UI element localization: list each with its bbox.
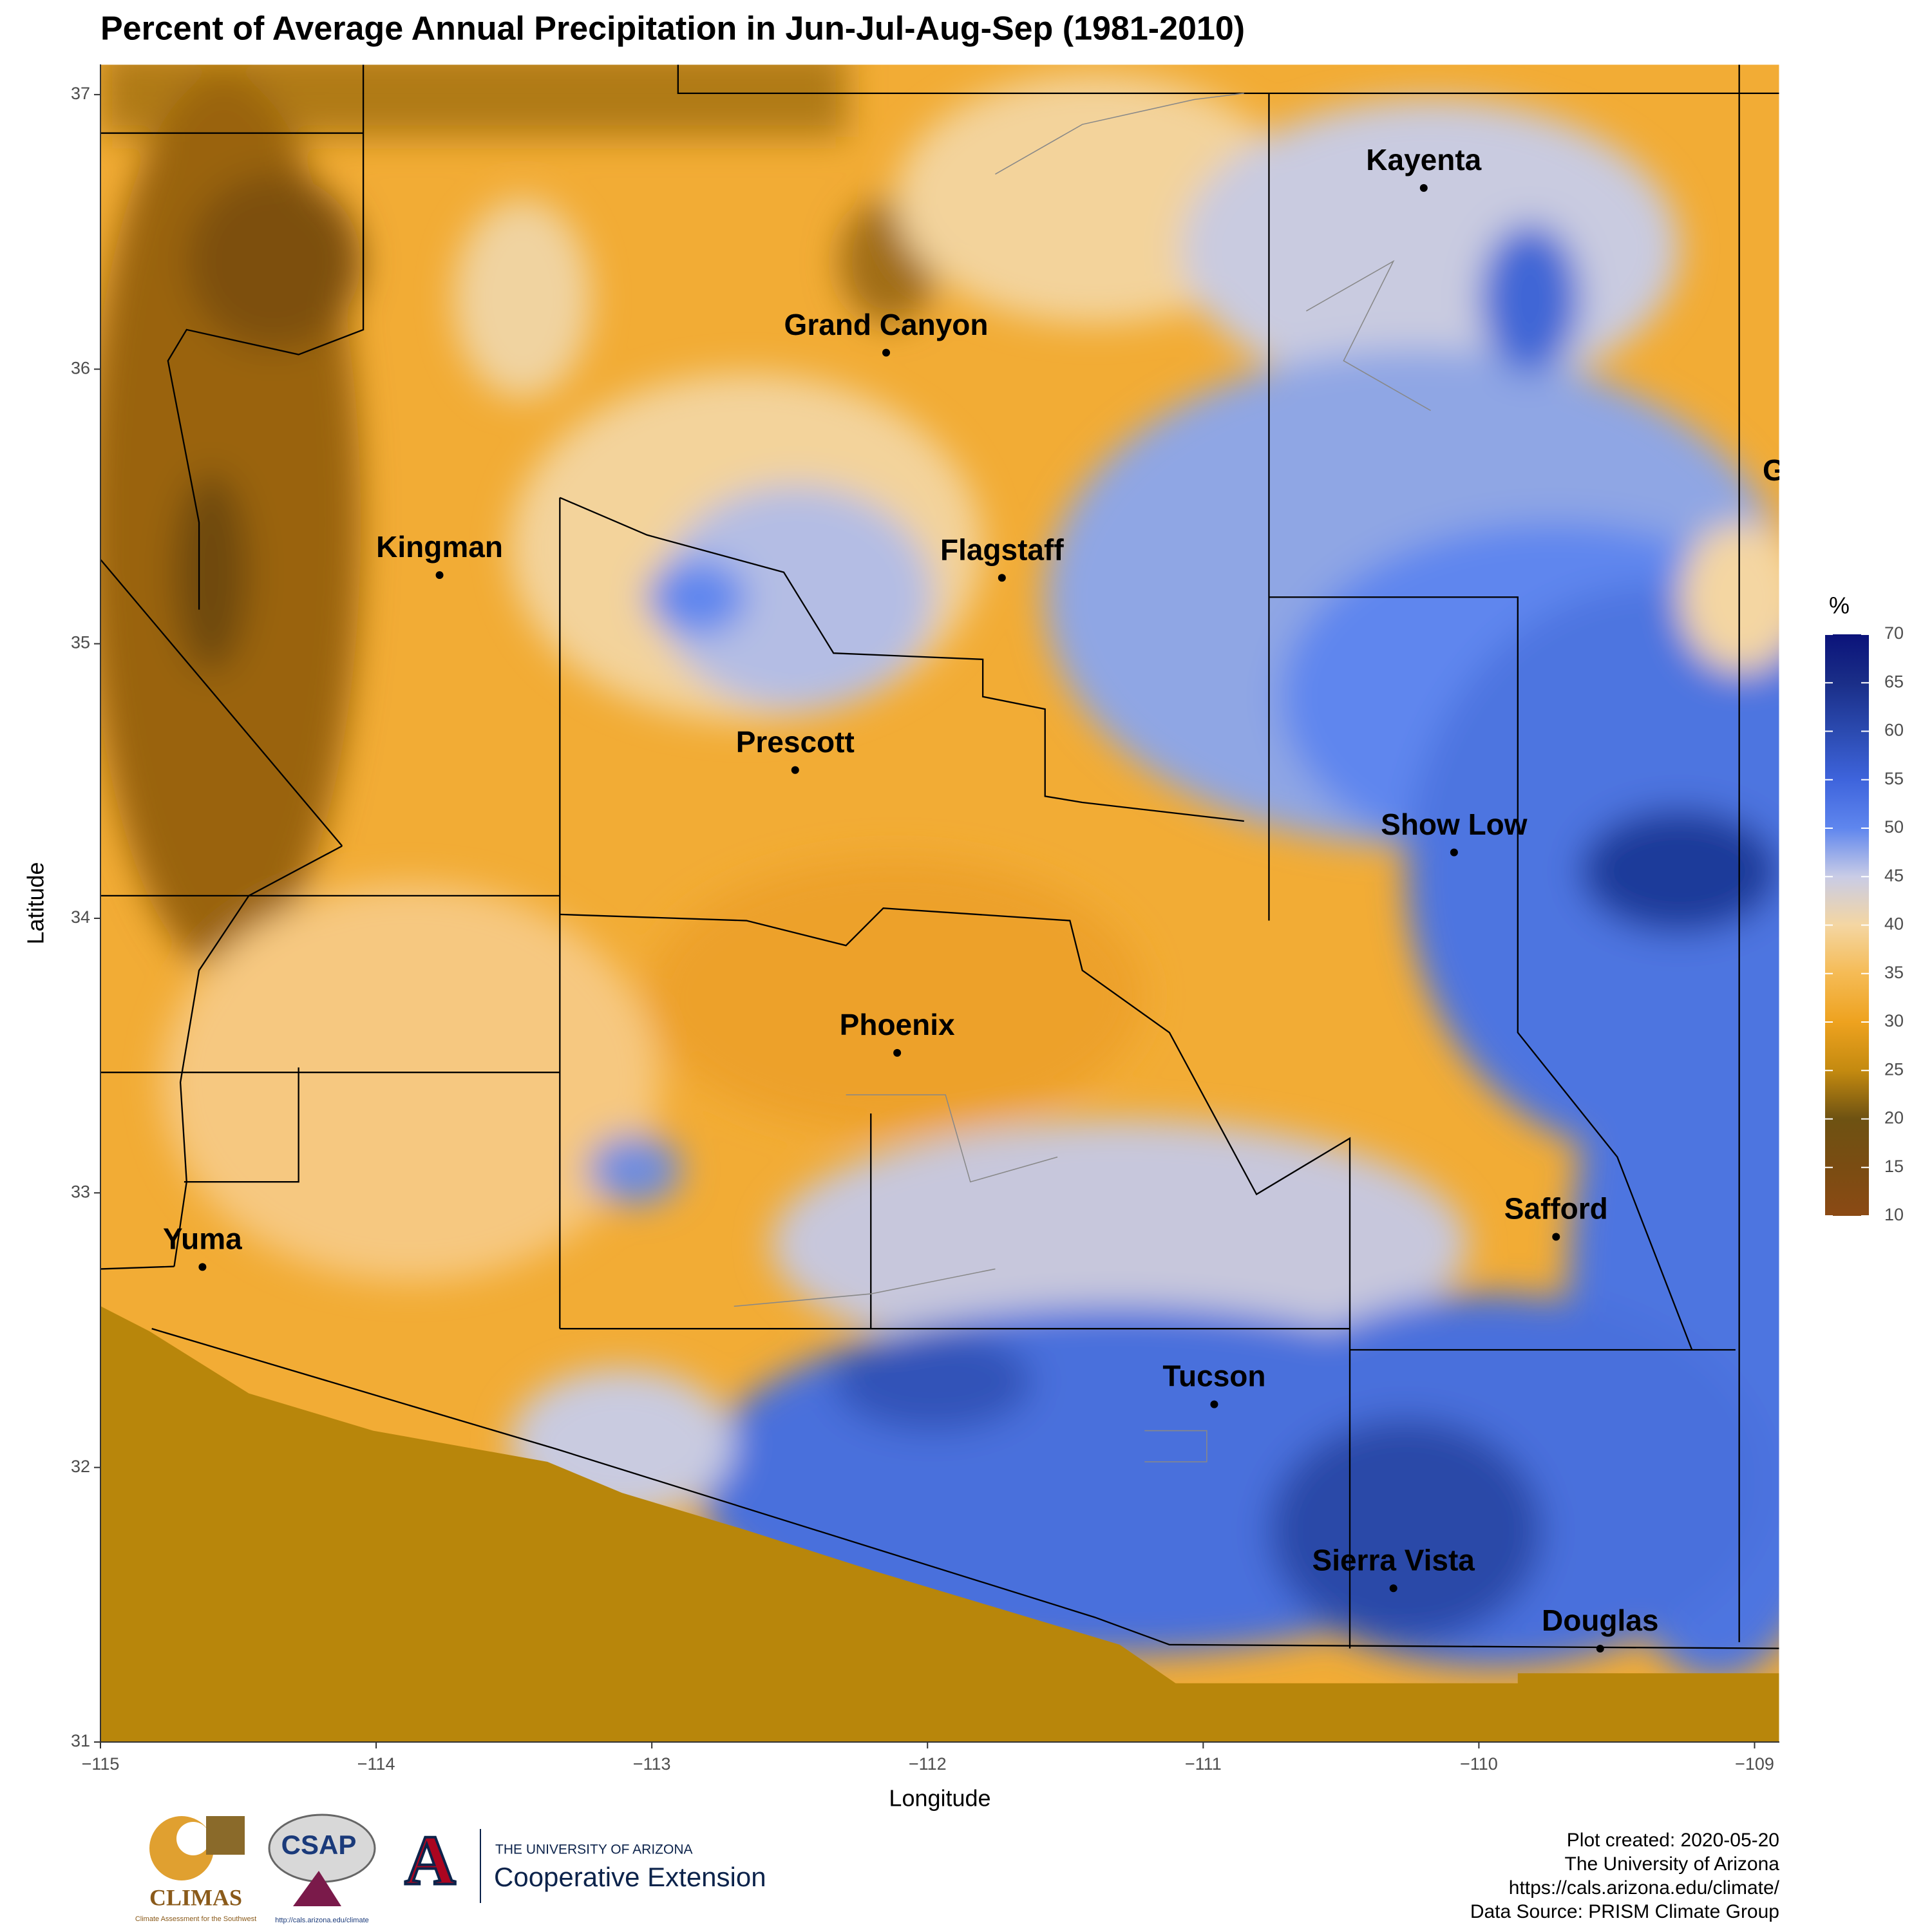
city-point [882,348,891,357]
city-layer: Kayenta Grand Canyon Kingman Flagstaff Presc… [163,143,1786,1653]
city-point [1210,1400,1218,1408]
csap-url: http://cals.arizona.edu/climate [275,1917,369,1924]
map-layer [100,64,1779,1742]
colorbar-tick-label: 55 [1884,769,1904,788]
colorbar-tick-label: 65 [1884,672,1904,691]
y-tick-label: 33 [71,1182,90,1201]
city-point [1450,848,1458,857]
climas-logo-block [206,1816,245,1855]
x-tick-label: −111 [1185,1754,1222,1774]
city-label: Safford [1504,1192,1608,1226]
y-tick-label: 31 [71,1731,90,1750]
city-label: Yuma [163,1222,242,1256]
mexico-mask [100,1306,1779,1742]
city-point [1596,1645,1604,1653]
x-tick-label: −114 [357,1754,395,1774]
edge-label: G [1763,453,1786,487]
reservations [734,93,1431,1463]
colorbar-tick-label: 25 [1884,1059,1904,1079]
colorbar-tick-label: 20 [1884,1108,1904,1128]
ua-logo: A [404,1821,455,1899]
credit-line: https://cals.arizona.edu/climate/ [1509,1877,1780,1899]
city-point [1389,1584,1397,1593]
credit-line: Plot created: 2020-05-20 [1567,1830,1779,1851]
colorbar-tick-label: 45 [1884,866,1904,885]
city-point [1419,184,1428,192]
boundaries [100,64,1779,1649]
colorbar-tick-label: 60 [1884,721,1904,740]
city-point [1552,1233,1560,1241]
ua-big: Cooperative Extension [494,1862,766,1892]
city-label: Show Low [1381,808,1528,841]
city-label: Kayenta [1366,143,1481,176]
y-tick-label: 35 [71,633,90,652]
x-tick-label: −115 [82,1754,120,1774]
colorbar-tick-label: 40 [1884,914,1904,934]
logos: CLIMAS Climate Assessment for the Southw… [135,1814,766,1924]
city-point [198,1263,207,1271]
city-label: Kingman [376,530,503,564]
city-point [435,571,444,580]
y-axis-label: Latitude [23,862,49,944]
colorbar-tick-label: 50 [1884,817,1904,837]
y-tick-label: 32 [71,1457,90,1476]
colorbar-tick-label: 70 [1884,623,1904,643]
csap-text: CSAP [281,1830,357,1860]
city-label: Prescott [736,725,855,759]
colorbar-tick-label: 35 [1884,963,1904,982]
y-tick-label: 37 [71,84,90,103]
climas-subtitle: Climate Assessment for the Southwest [135,1915,256,1923]
city-point [791,766,799,774]
city-point [893,1048,902,1057]
csap-mountain [293,1871,341,1906]
credit-line: The University of Arizona [1565,1853,1780,1875]
x-tick-label: −112 [909,1754,947,1774]
city-label: Grand Canyon [784,308,989,341]
y-tick-label: 34 [71,907,90,927]
x-axis-label: Longitude [889,1785,990,1812]
colorbar-tick-label: 10 [1884,1205,1904,1224]
chart-title: Percent of Average Annual Precipitation … [100,10,1245,48]
x-tick-label: −113 [633,1754,671,1774]
ua-small: THE UNIVERSITY OF ARIZONA [495,1842,693,1857]
colorbar-tick-label: 30 [1884,1011,1904,1030]
city-point [998,574,1006,582]
city-label: Tucson [1162,1359,1265,1393]
legend-title: % [1829,592,1850,619]
climas-text: CLIMAS [149,1884,242,1910]
y-tick-label: 36 [71,358,90,377]
credit-line: Data Source: PRISM Climate Group [1470,1901,1779,1922]
city-label: Sierra Vista [1312,1543,1475,1577]
city-label: Phoenix [840,1008,955,1041]
city-label: Flagstaff [940,533,1064,566]
climas-logo-inner [176,1822,210,1855]
x-tick-label: −109 [1735,1754,1774,1774]
x-tick-label: −110 [1460,1754,1498,1774]
colorbar-tick-label: 15 [1884,1157,1904,1176]
city-label: Douglas [1542,1604,1658,1637]
